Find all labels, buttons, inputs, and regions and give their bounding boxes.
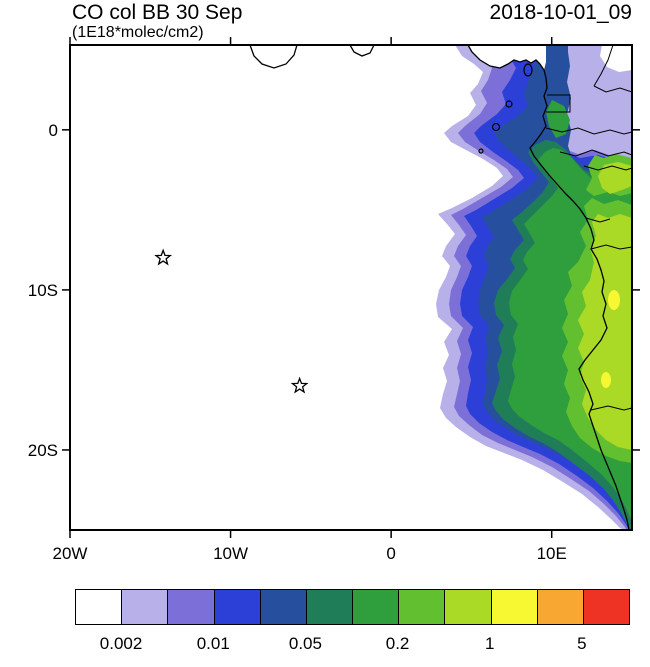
colorbar [75, 589, 630, 625]
contour-region [598, 162, 632, 194]
y-tick-label: 10S [28, 281, 58, 300]
colorbar-cell-3 [214, 590, 261, 624]
colorbar-cell-5 [306, 590, 354, 624]
contour-layer [70, 45, 632, 530]
x-tick-label: 10E [537, 544, 567, 563]
africa-coastline [467, 45, 630, 530]
plot-title: CO col BB 30 Sep [72, 1, 243, 24]
plot-units-label: (1E18*molec/cm2) [72, 24, 204, 41]
country-border [546, 94, 571, 113]
colorbar-cell-8 [445, 590, 492, 624]
country-border [545, 127, 632, 135]
x-tick-label: 20W [53, 544, 88, 563]
station-star-2 [290, 376, 309, 394]
y-tick-label: 20S [28, 441, 58, 460]
country-border [585, 217, 611, 223]
x-tick-label: 0 [386, 544, 395, 563]
colorbar-label: 0.2 [385, 634, 410, 653]
country-border [593, 45, 614, 87]
island-outline [523, 63, 533, 77]
colorbar-label: 1 [485, 634, 495, 653]
country-border [590, 244, 632, 250]
island-outline [491, 122, 501, 132]
colorbar-cell-2 [168, 590, 215, 624]
island-outline [505, 100, 513, 108]
station-star-1 [154, 248, 173, 266]
contour-region [601, 372, 611, 388]
colorbar-label: 0.01 [196, 634, 230, 653]
contour-region [570, 45, 632, 152]
contour-region [600, 45, 632, 72]
colorbar-cell-10 [537, 590, 584, 624]
plot-frame [69, 44, 633, 531]
cape-palmas-coastline [249, 45, 298, 69]
x-tick-label: 10W [213, 544, 248, 563]
colorbar-cell-0 [76, 590, 123, 624]
colorbar-cell-1 [122, 590, 169, 624]
country-border [593, 85, 632, 93]
plot-datetime: 2018-10-01_09 [489, 1, 632, 24]
island-outline [478, 148, 484, 154]
colorbar-label: 5 [577, 634, 587, 653]
colorbar-cell-11 [583, 590, 630, 624]
country-border [583, 165, 632, 171]
station-markers [154, 248, 309, 394]
colorbar-cell-4 [260, 590, 307, 624]
colorbar-cell-9 [491, 590, 538, 624]
contour-region [608, 290, 620, 310]
country-border [590, 405, 632, 411]
colorbar-label: 0.05 [288, 634, 322, 653]
axis-ticks [62, 37, 640, 538]
colorbar-label: 0.002 [99, 634, 143, 653]
colorbar-cell-7 [399, 590, 446, 624]
cape-three-points-coastline [349, 45, 375, 57]
contour-region [546, 100, 570, 138]
y-tick-label: 0 [49, 121, 58, 140]
country-border [559, 149, 632, 157]
colorbar-cell-6 [353, 590, 400, 624]
axis-tick-labels: 20W 10W 0 10E 0 10S 20S [28, 121, 567, 563]
